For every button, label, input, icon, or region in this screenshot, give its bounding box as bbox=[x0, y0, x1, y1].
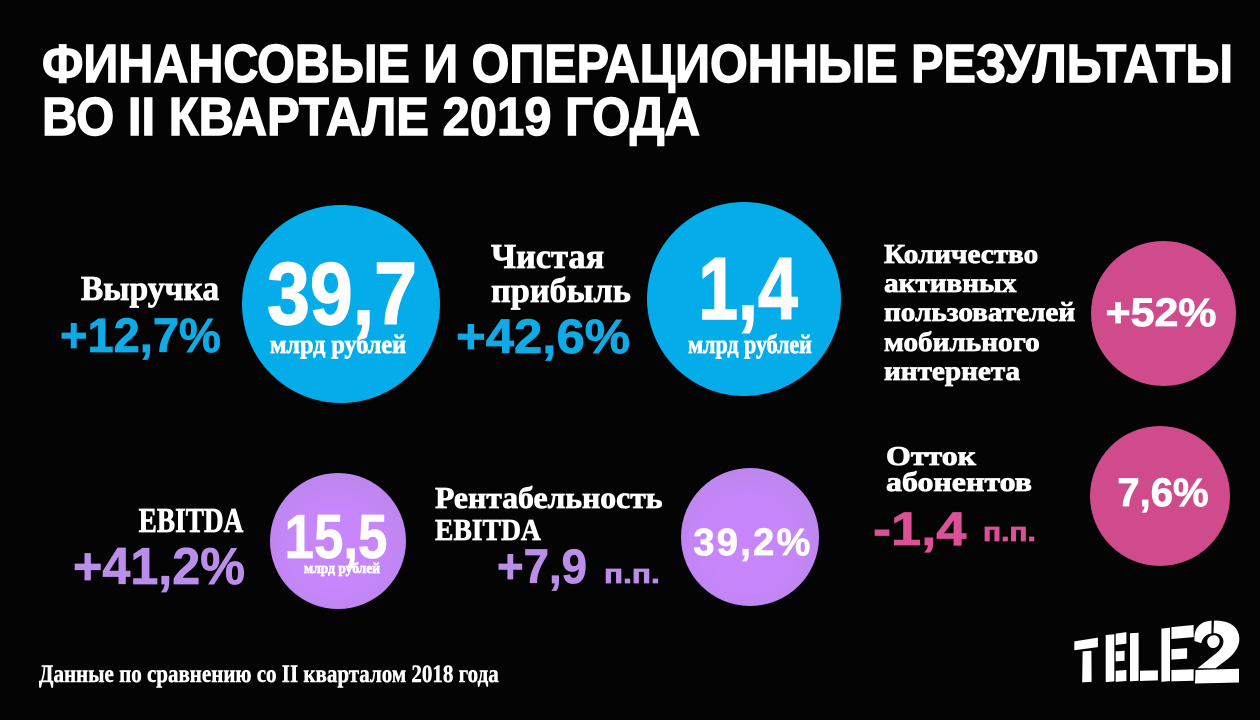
svg-text:ФИНАНСОВЫЕ И ОПЕРАЦИОННЫЕ РЕЗУ: ФИНАНСОВЫЕ И ОПЕРАЦИОННЫЕ РЕЗУЛЬТАТЫ bbox=[42, 34, 1233, 94]
svg-text:ВО II КВАРТАЛЕ 2019 ГОДА: ВО II КВАРТАЛЕ 2019 ГОДА bbox=[42, 87, 700, 147]
